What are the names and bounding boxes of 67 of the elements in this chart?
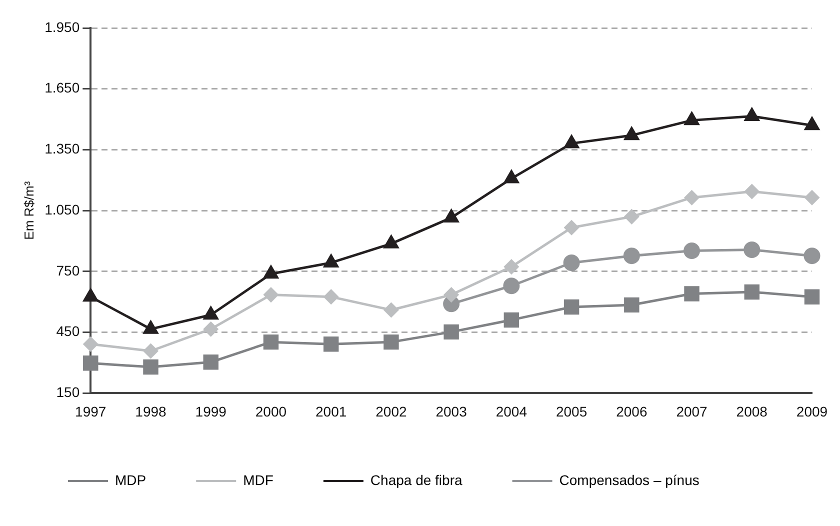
- point: [444, 324, 459, 340]
- x-tick-label: 1999: [195, 403, 227, 420]
- y-axis-title: Em R$/m³: [21, 180, 36, 240]
- x-tick-label: 2008: [736, 403, 768, 420]
- point: [684, 286, 700, 302]
- x-tick-label: 2005: [556, 403, 588, 420]
- point: [444, 209, 459, 222]
- point: [83, 336, 98, 352]
- point: [384, 235, 399, 248]
- point: [504, 170, 519, 184]
- y-tick-label: 450: [56, 323, 80, 340]
- point: [264, 266, 278, 279]
- point: [444, 288, 459, 302]
- point: [744, 242, 760, 258]
- legend-label: Compensados – pínus: [559, 472, 700, 488]
- y-tick-label: 1.950: [44, 18, 80, 35]
- x-tick-label: 1997: [75, 403, 106, 420]
- legend-label: Chapa de fibra: [370, 472, 462, 488]
- x-tick-label: 2000: [255, 403, 287, 420]
- point: [564, 135, 579, 148]
- point: [504, 260, 519, 274]
- point: [323, 336, 339, 352]
- point: [804, 190, 820, 205]
- x-tick-label: 2007: [676, 403, 708, 420]
- x-tick-label: 2009: [796, 403, 828, 420]
- x-tick-label: 2004: [496, 403, 528, 420]
- point: [204, 322, 218, 336]
- x-tick-label: 2003: [436, 403, 468, 420]
- legend-label: MDP: [115, 472, 146, 488]
- point: [144, 344, 158, 358]
- point: [623, 248, 640, 264]
- y-tick-label: 1.650: [44, 80, 80, 96]
- point: [504, 312, 520, 328]
- point: [804, 117, 820, 130]
- point: [83, 288, 98, 302]
- point: [684, 190, 700, 205]
- point: [564, 220, 579, 235]
- point: [503, 278, 520, 294]
- point: [744, 108, 760, 122]
- legend-label: MDF: [243, 472, 274, 488]
- point: [384, 302, 398, 318]
- x-tick-label: 1998: [135, 403, 167, 420]
- point: [203, 354, 218, 370]
- point: [744, 184, 760, 199]
- point: [624, 209, 639, 224]
- point: [804, 248, 820, 264]
- x-tick-label: 2001: [316, 403, 347, 420]
- point: [624, 297, 640, 313]
- point: [564, 299, 580, 315]
- point: [624, 127, 639, 140]
- y-tick-label: 1.350: [44, 140, 80, 157]
- y-tick-label: 1.050: [44, 201, 80, 218]
- y-tick-label: 750: [56, 262, 80, 278]
- point: [804, 289, 820, 304]
- point: [83, 356, 98, 371]
- point: [263, 334, 279, 350]
- x-tick-label: 2002: [376, 403, 407, 420]
- point: [324, 290, 338, 304]
- point: [143, 359, 158, 375]
- point: [744, 284, 760, 300]
- point: [384, 334, 399, 350]
- point: [563, 254, 580, 271]
- x-tick-label: 2006: [616, 403, 648, 420]
- y-tick-label: 150: [56, 384, 80, 400]
- point: [264, 288, 278, 302]
- point: [684, 242, 700, 260]
- point: [684, 112, 700, 126]
